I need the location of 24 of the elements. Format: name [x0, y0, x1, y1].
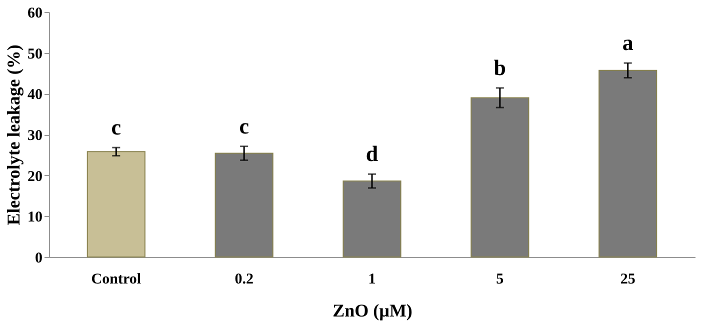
- x-tick-label: 1: [368, 272, 376, 288]
- x-tick-label: 0.2: [234, 272, 254, 288]
- y-tick-label: 50: [28, 46, 42, 62]
- y-axis-title: Electrolyte leakage (%): [4, 44, 24, 226]
- y-tick-label: 60: [28, 6, 42, 22]
- y-tick-label: 40: [28, 87, 42, 104]
- x-tick-label: 25: [620, 272, 636, 288]
- annotation: d: [366, 141, 378, 166]
- x-tick-label: Control: [91, 272, 142, 288]
- bar: [470, 97, 530, 258]
- y-tick-label: 10: [28, 210, 42, 226]
- bar: [342, 180, 402, 258]
- x-axis-title: ZnO (µM): [332, 300, 412, 320]
- bar: [214, 152, 274, 258]
- annotation: c: [111, 114, 122, 140]
- y-tick-label: 0: [35, 250, 42, 266]
- y-tick-label: 30: [28, 128, 42, 144]
- annotation: c: [239, 113, 250, 138]
- annotation: b: [494, 54, 506, 80]
- x-tick-label: 5: [496, 272, 504, 288]
- bar: [598, 70, 658, 258]
- bar: [86, 151, 146, 258]
- annotation: a: [622, 30, 634, 56]
- y-tick-label: 20: [28, 168, 42, 185]
